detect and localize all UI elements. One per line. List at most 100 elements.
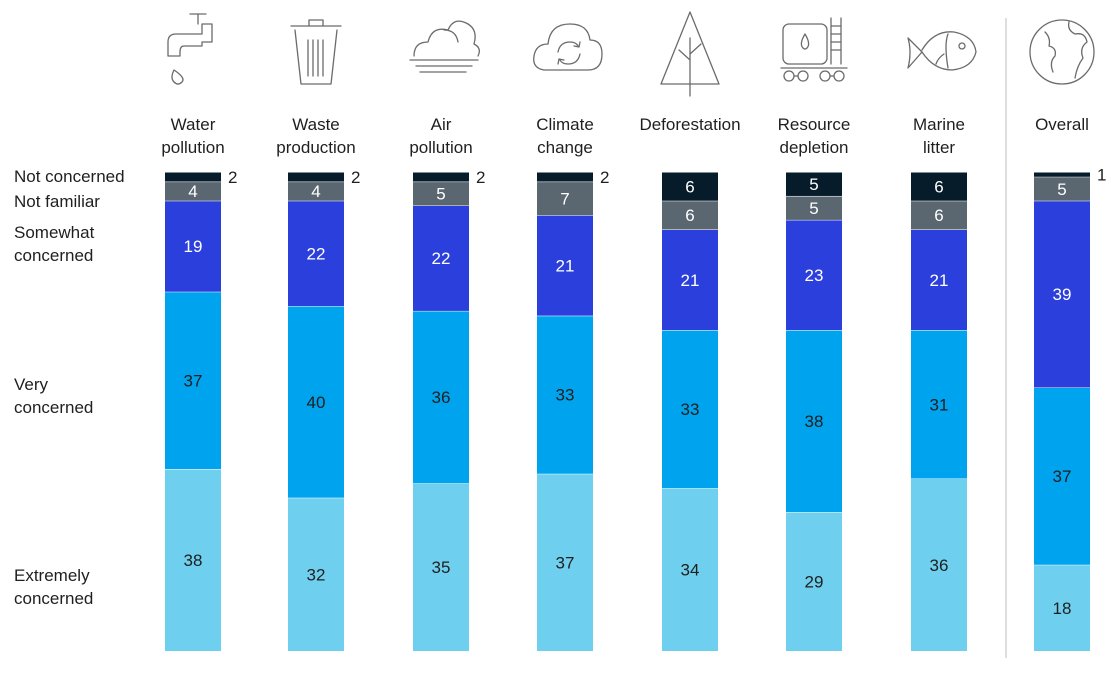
value-label: 39 — [1053, 285, 1072, 304]
cloud-fog-icon — [409, 20, 480, 73]
globe-icon — [1029, 19, 1095, 85]
value-label: 5 — [809, 199, 818, 218]
bar-not-concerned-waste-production — [288, 172, 344, 182]
bar-not-concerned-deforestation — [662, 172, 718, 201]
bar-not-familiar-overall — [1034, 176, 1090, 201]
value-label: 36 — [432, 388, 451, 407]
bar-somewhat-concerned-waste-production — [288, 200, 344, 307]
tank-car-icon — [780, 17, 848, 82]
bar-very-concerned-water-pollution — [165, 291, 221, 469]
bar-not-concerned-water-pollution — [165, 172, 221, 182]
value-label: 22 — [307, 244, 326, 263]
value-label: 37 — [556, 553, 575, 572]
value-label: 21 — [681, 271, 700, 290]
legend-extremely-concerned: Extremely — [14, 566, 90, 585]
bar-extremely-concerned-water-pollution — [165, 468, 221, 651]
bar-very-concerned-resource-depletion — [786, 330, 842, 513]
value-label: 4 — [311, 182, 320, 201]
bar-extremely-concerned-resource-depletion — [786, 512, 842, 651]
value-label: 6 — [685, 206, 694, 225]
value-label: 33 — [681, 400, 700, 419]
legend-very-concerned: Very — [14, 375, 49, 394]
value-label: 37 — [1053, 467, 1072, 486]
bar-extremely-concerned-waste-production — [288, 497, 344, 651]
bar-very-concerned-deforestation — [662, 330, 718, 489]
value-label: 34 — [681, 561, 700, 580]
bar-extremely-concerned-overall — [1034, 564, 1090, 651]
legend-extremely-concerned: concerned — [14, 589, 93, 608]
bar-very-concerned-waste-production — [288, 306, 344, 498]
bar-somewhat-concerned-water-pollution — [165, 200, 221, 292]
value-label: 19 — [184, 237, 203, 256]
bar-extremely-concerned-marine-litter — [911, 478, 967, 651]
bar-very-concerned-climate-change — [537, 315, 593, 474]
value-label: 2 — [600, 168, 609, 187]
category-label: Overall — [1035, 115, 1089, 134]
bar-somewhat-concerned-air-pollution — [413, 205, 469, 311]
value-label: 2 — [351, 168, 360, 187]
value-label: 18 — [1053, 599, 1072, 618]
value-label: 6 — [685, 177, 694, 196]
bar-not-concerned-marine-litter — [911, 172, 967, 201]
bar-somewhat-concerned-marine-litter — [911, 229, 967, 331]
category-label: pollution — [161, 138, 224, 157]
legend-not-familiar: Not familiar — [14, 192, 100, 211]
bar-very-concerned-air-pollution — [413, 310, 469, 484]
value-label: 6 — [934, 206, 943, 225]
value-label: 5 — [1057, 180, 1066, 199]
category-label: pollution — [409, 138, 472, 157]
value-label: 2 — [228, 168, 237, 187]
bar-not-familiar-deforestation — [662, 200, 718, 230]
category-label: Waste — [292, 115, 340, 134]
bar-somewhat-concerned-climate-change — [537, 215, 593, 316]
value-label: 5 — [809, 175, 818, 194]
bar-not-familiar-resource-depletion — [786, 195, 842, 220]
category-label: Marine — [913, 115, 965, 134]
category-label: depletion — [779, 138, 848, 157]
category-label: production — [276, 138, 355, 157]
faucet-icon — [167, 13, 213, 85]
value-label: 6 — [934, 177, 943, 196]
value-label: 33 — [556, 386, 575, 405]
value-label: 2 — [476, 168, 485, 187]
category-label: Water — [171, 115, 216, 134]
category-label: Climate — [536, 115, 594, 134]
value-label: 21 — [556, 256, 575, 275]
bar-not-familiar-waste-production — [288, 181, 344, 201]
value-label: 5 — [436, 185, 445, 204]
legend-very-concerned: concerned — [14, 398, 93, 417]
value-label: 23 — [805, 266, 824, 285]
category-label: Deforestation — [639, 115, 740, 134]
bar-extremely-concerned-air-pollution — [413, 483, 469, 651]
bar-extremely-concerned-climate-change — [537, 473, 593, 651]
bar-not-familiar-air-pollution — [413, 181, 469, 206]
value-label: 32 — [307, 565, 326, 584]
bar-not-concerned-overall — [1034, 172, 1090, 177]
value-label: 29 — [805, 573, 824, 592]
bar-not-familiar-climate-change — [537, 181, 593, 216]
bar-very-concerned-marine-litter — [911, 330, 967, 479]
value-label: 21 — [930, 271, 949, 290]
bar-somewhat-concerned-overall — [1034, 200, 1090, 388]
legend-somewhat-concerned: Somewhat — [14, 223, 95, 242]
category-label: litter — [923, 138, 955, 157]
value-label: 37 — [184, 371, 203, 390]
category-label: Resource — [778, 115, 851, 134]
value-label: 7 — [560, 189, 569, 208]
value-label: 40 — [307, 393, 326, 412]
tree-icon — [660, 11, 720, 97]
trash-bin-icon — [290, 19, 342, 85]
bar-not-concerned-resource-depletion — [786, 172, 842, 196]
value-label: 22 — [432, 249, 451, 268]
value-label: 35 — [432, 558, 451, 577]
value-label: 36 — [930, 556, 949, 575]
bar-somewhat-concerned-resource-depletion — [786, 219, 842, 331]
bar-not-familiar-water-pollution — [165, 181, 221, 201]
cloud-cycle-icon — [533, 23, 603, 71]
legend-somewhat-concerned: concerned — [14, 246, 93, 265]
category-label: change — [537, 138, 593, 157]
value-label: 38 — [184, 551, 203, 570]
bar-extremely-concerned-deforestation — [662, 488, 718, 651]
fish-icon — [907, 31, 977, 71]
